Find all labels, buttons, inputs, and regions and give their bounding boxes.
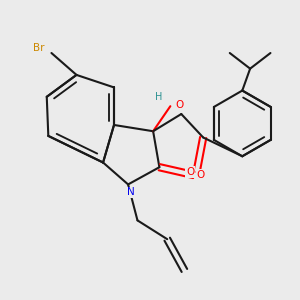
- Text: N: N: [127, 187, 134, 197]
- Text: O: O: [186, 167, 194, 177]
- Text: O: O: [196, 170, 205, 180]
- Text: H: H: [155, 92, 162, 102]
- Text: Br: Br: [33, 43, 44, 53]
- Text: O: O: [175, 100, 183, 110]
